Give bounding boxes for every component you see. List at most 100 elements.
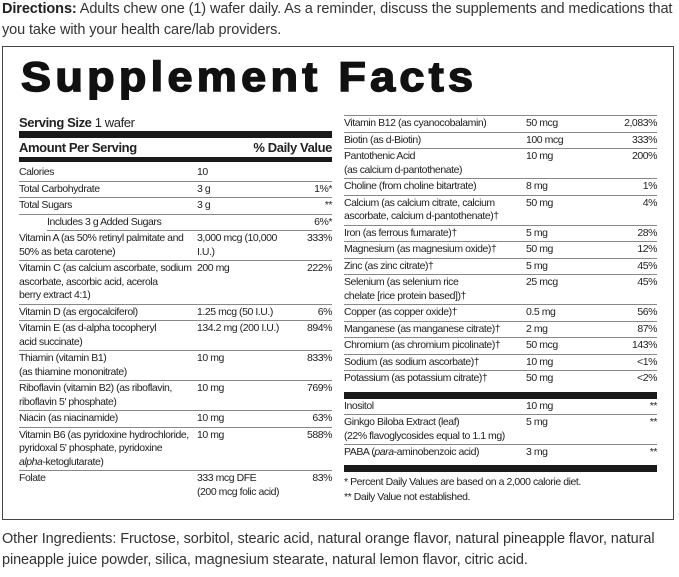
text-line: pyridoxal 5' phosphate, pyridoxine <box>19 442 163 454</box>
text-line: 134.2 mg (200 I.U.) <box>197 322 279 334</box>
text-line: Vitamin A (as 50% retinyl palmitate and <box>19 232 184 244</box>
nutrient-row: Potassium (as potassium citrate)† 50 mg <2… <box>344 371 657 387</box>
daily-value: 333% <box>631 133 658 146</box>
nutrient-amount: 3 g <box>197 183 286 197</box>
nutrient-row: Manganese (as manganese citrate)† 2 mg 87% <box>344 322 657 338</box>
daily-value: 87% <box>637 322 657 335</box>
text-line: Calcium (as calcium citrate, calcium <box>344 196 495 209</box>
nutrient-amount: 10 <box>197 166 286 180</box>
nutrient-row: Zinc (as zinc citrate)† 5 mg 45% <box>344 259 657 275</box>
text-line: 100 mcg <box>526 133 564 146</box>
nutrient-amount: 10 mg <box>526 400 611 414</box>
right-nutrient-rows: Vitamin B12 (as cyanocobalamin) 50 mcg 2,0… <box>344 115 657 387</box>
nutrient-name: Choline (from choline bitartrate) <box>344 180 526 194</box>
text-line: 50 mg <box>526 372 553 384</box>
panel-title: Supplement Facts <box>20 53 478 100</box>
daily-value: 28% <box>637 226 657 239</box>
text-line: ascorbate, ascorbic acid, acerola <box>19 275 158 288</box>
table-header: Amount Per Serving % Daily Value <box>19 138 332 157</box>
thick-divider <box>344 391 657 399</box>
daily-value: ** <box>649 399 658 412</box>
text-line: Manganese (as manganese citrate)† <box>344 322 501 335</box>
supplement-facts-panel: Supplement Facts Serving Size 1 wafer Am… <box>2 46 674 520</box>
footnote: ** Daily Value not established. <box>344 490 470 503</box>
nutrient-row: Vitamin A (as 50% retinyl palmitate and 5… <box>19 231 332 261</box>
text-line: 8 mg <box>526 180 548 192</box>
right-column: Vitamin B12 (as cyanocobalamin) 50 mcg 2,0… <box>344 115 657 505</box>
text-line: 10 mg <box>197 382 224 394</box>
daily-value: 12% <box>637 243 657 255</box>
text-line: Biotin (as d-Biotin) <box>344 133 421 146</box>
text-line: (200 mcg folic acid) <box>197 485 280 498</box>
nutrient-row: Total Carbohydrate 3 g 1%* <box>19 182 332 198</box>
italic-text: para <box>374 446 394 458</box>
nutrient-row: Vitamin B12 (as cyanocobalamin) 50 mcg 2,0… <box>344 115 657 133</box>
left-nutrient-rows: Calories 10 Total Carbohydrate 3 g 1%* Total … <box>19 165 332 500</box>
text-line: Copper (as copper oxide)† <box>344 306 458 318</box>
nutrient-name: Iron (as ferrous fumarate)† <box>344 227 526 241</box>
nutrient-name: Vitamin B6 (as pyridoxine hydrochloride,… <box>19 429 197 470</box>
directions-label: Directions: <box>2 1 77 17</box>
daily-value: ** <box>649 446 658 458</box>
nutrient-amount: 5 mg <box>526 416 611 443</box>
footnote: * Percent Daily Values are based on a 2,… <box>344 475 581 488</box>
nutrient-amount: 50 mcg <box>526 117 611 131</box>
text-line: Inositol <box>344 399 374 412</box>
text-line: 5 mg <box>526 416 548 428</box>
text-line: 3 g <box>197 199 211 211</box>
nutrient-name: Vitamin E (as d-alpha tocopheryl acid suc… <box>19 322 197 349</box>
text-line: 5 mg <box>526 226 548 239</box>
text-line: PABA (para-aminobenzoic acid) <box>344 446 480 458</box>
text-line: (as thiamine mononitrate) <box>19 365 127 378</box>
text-line: Zinc (as zinc citrate)† <box>344 259 434 272</box>
nutrient-amount: 5 mg <box>526 227 611 241</box>
text-line: ascorbate, calcium d-pantothenate)† <box>344 210 499 222</box>
nutrient-name: Selenium (as selenium rice chelate [rice … <box>344 276 526 303</box>
nutrient-name: Vitamin A (as 50% retinyl palmitate and 5… <box>19 232 197 259</box>
nutrient-amount: 134.2 mg (200 I.U.) <box>197 322 286 349</box>
nutrient-row: Total Sugars 3 g ** <box>19 198 332 215</box>
daily-value: 894% <box>306 322 333 334</box>
left-column: Serving Size 1 wafer Amount Per Serving … <box>19 114 332 500</box>
nutrient-amount: 50 mg <box>526 243 611 257</box>
nutrient-amount: 1.25 mcg (50 I.U.) <box>197 306 286 320</box>
text-line: Ginkgo Biloba Extract (leaf) <box>344 416 460 428</box>
directions-text: Directions: Adults chew one (1) wafer da… <box>2 0 678 41</box>
text-line: Choline (from choline bitartrate) <box>344 180 477 192</box>
nutrient-amount: 333 mcg DFE (200 mcg folic acid) <box>197 472 286 499</box>
text-line: 50 mg <box>526 243 553 255</box>
nutrient-row: Vitamin C (as calcium ascorbate, sodium a… <box>19 261 332 305</box>
nutrient-name: Inositol <box>344 400 526 414</box>
text-line: (22% flavoglycosides equal to 1.1 mg) <box>344 429 505 442</box>
daily-value: 222% <box>306 262 333 274</box>
daily-value: 333% <box>306 232 333 244</box>
nutrient-name: Total Sugars <box>19 199 197 213</box>
nutrient-row: Calories 10 <box>19 165 332 182</box>
text-line: 50 mg <box>526 196 553 209</box>
daily-value: 833% <box>306 352 333 364</box>
text-line: Selenium (as selenium rice <box>344 276 459 288</box>
nutrient-row: Thiamin (vitamin B1) (as thiamine mononit… <box>19 351 332 381</box>
text-line: Vitamin B12 (as cyanocobalamin) <box>344 117 487 129</box>
text-line: berry extract 4:1) <box>19 289 91 301</box>
thick-divider <box>19 131 332 138</box>
nutrient-row: Vitamin E (as d-alpha tocopheryl acid suc… <box>19 321 332 351</box>
daily-value: 588% <box>306 428 333 441</box>
text-line: 3,000 mcg (10,000 I.U.) <box>197 232 277 258</box>
text-line: 10 mg <box>526 150 553 162</box>
text-line: 10 mg <box>526 355 553 368</box>
text-line: 1.25 mcg (50 I.U.) <box>197 305 273 318</box>
nutrient-name: Calcium (as calcium citrate, calcium asco… <box>344 197 526 224</box>
daily-value: 63% <box>312 412 332 424</box>
daily-value: 4% <box>642 196 658 209</box>
nutrient-amount: 10 mg <box>526 356 611 370</box>
nutrient-amount <box>197 216 286 230</box>
nutrient-row: Inositol 10 mg ** <box>344 399 658 415</box>
nutrient-name: Riboflavin (vitamin B2) (as riboflavin, r… <box>19 382 197 409</box>
text-line: Riboflavin (vitamin B2) (as riboflavin, <box>19 382 172 394</box>
text-line: Total Sugars <box>19 199 72 211</box>
nutrient-name: PABA (para-aminobenzoic acid) <box>344 446 526 460</box>
text-line: 10 mg <box>197 412 224 424</box>
nutrient-amount: 5 mg <box>526 260 611 274</box>
daily-value: 45% <box>637 276 657 288</box>
